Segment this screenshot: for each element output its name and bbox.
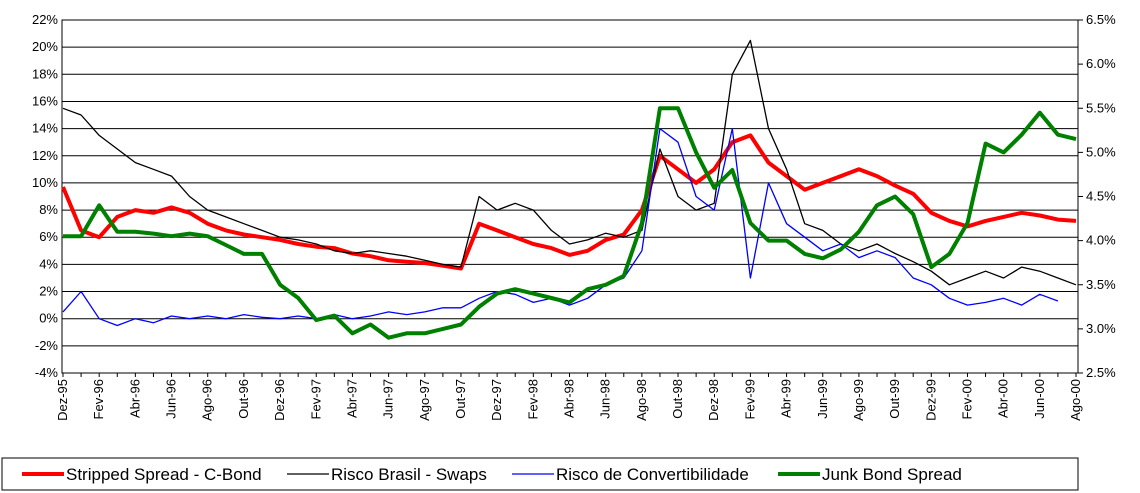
series-line	[61, 133, 1077, 271]
y2-tick-label: 5.5%	[1086, 100, 1116, 115]
y2-tick-label: 5.0%	[1086, 144, 1116, 159]
legend-label: Junk Bond Spread	[822, 465, 962, 484]
x-tick-label: Jun-99	[815, 379, 830, 419]
y-tick-label: 6%	[39, 229, 58, 244]
x-tick-label: Fev-99	[742, 379, 757, 419]
x-tick-label: Out-99	[887, 379, 902, 419]
y-tick-label: 8%	[39, 202, 58, 217]
x-tick-label: Dez-95	[55, 379, 70, 421]
x-tick-label: Fev-97	[308, 379, 323, 419]
x-tick-label: Ago-99	[851, 379, 866, 421]
y-tick-label: 22%	[32, 12, 58, 27]
x-tick-label: Abr-00	[996, 379, 1011, 418]
x-tick-label: Jun-97	[381, 379, 396, 419]
y-tick-label: -4%	[35, 365, 59, 380]
x-tick-label: Abr-97	[344, 379, 359, 418]
x-tick-label: Ago-00	[1068, 379, 1083, 421]
x-tick-label: Jun-96	[164, 379, 179, 419]
legend-label: Risco de Convertibilidade	[556, 465, 749, 484]
x-tick-label: Ago-97	[417, 379, 432, 421]
x-tick-label: Ago-98	[634, 379, 649, 421]
y2-tick-label: 6.5%	[1086, 12, 1116, 27]
x-tick-label: Fev-98	[525, 379, 540, 419]
x-tick-label: Dez-98	[706, 379, 721, 421]
y-tick-label: 10%	[32, 175, 58, 190]
y-tick-label: 2%	[39, 284, 58, 299]
x-tick-label: Abr-98	[562, 379, 577, 418]
x-tick-label: Out-96	[236, 379, 251, 419]
y2-tick-label: 2.5%	[1086, 365, 1116, 380]
y-tick-label: -2%	[35, 338, 59, 353]
x-tick-label: Dez-99	[923, 379, 938, 421]
y-tick-label: 14%	[32, 121, 58, 136]
x-tick-label: Fev-00	[959, 379, 974, 419]
x-tick-label: Jun-98	[598, 379, 613, 419]
y-tick-label: 4%	[39, 256, 58, 271]
y2-tick-label: 3.0%	[1086, 321, 1116, 336]
x-tick-label: Dez-96	[272, 379, 287, 421]
y-tick-label: 20%	[32, 39, 58, 54]
x-tick-label: Ago-96	[200, 379, 215, 421]
y2-tick-label: 6.0%	[1086, 56, 1116, 71]
y-tick-label: 12%	[32, 148, 58, 163]
y2-tick-label: 4.0%	[1086, 233, 1116, 248]
series-line	[63, 106, 1077, 340]
series-line	[62, 39, 1077, 286]
x-tick-label: Dez-97	[489, 379, 504, 421]
y-tick-label: 16%	[32, 93, 58, 108]
y-tick-label: 18%	[32, 66, 58, 81]
x-tick-label: Out-98	[670, 379, 685, 419]
y2-tick-label: 3.5%	[1086, 277, 1116, 292]
x-tick-label: Abr-99	[779, 379, 794, 418]
legend-label: Stripped Spread - C-Bond	[66, 465, 262, 484]
y2-tick-label: 4.5%	[1086, 189, 1116, 204]
legend-label: Risco Brasil - Swaps	[331, 465, 487, 484]
x-tick-label: Abr-96	[127, 379, 142, 418]
plot-area	[61, 19, 1079, 374]
y-tick-label: 0%	[39, 311, 58, 326]
x-tick-label: Fev-96	[91, 379, 106, 419]
x-tick-label: Out-97	[453, 379, 468, 419]
x-tick-label: Jun-00	[1032, 379, 1047, 419]
